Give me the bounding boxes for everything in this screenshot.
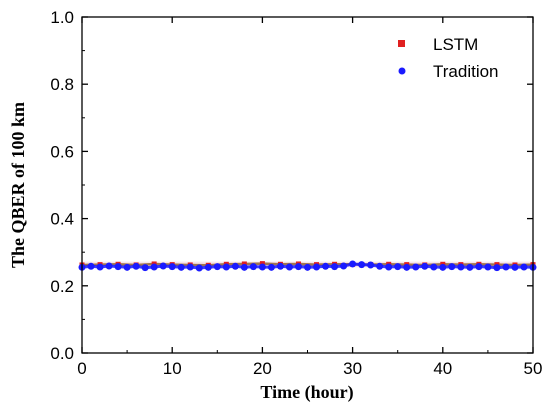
point-tradition: [430, 263, 438, 271]
point-tradition: [331, 263, 339, 271]
x-tick-label: 40: [433, 359, 452, 378]
point-tradition: [231, 262, 239, 270]
y-tick-label: 0.0: [50, 344, 74, 363]
legend-label-tradition: Tradition: [433, 62, 499, 81]
point-tradition: [123, 263, 131, 271]
point-tradition: [457, 263, 465, 271]
series-layer: [78, 260, 537, 272]
point-tradition: [294, 263, 302, 271]
point-tradition: [168, 263, 176, 271]
y-tick-label: 0.6: [50, 142, 74, 161]
point-tradition: [213, 263, 221, 271]
legend-label-lstm: LSTM: [433, 35, 478, 54]
point-tradition: [412, 263, 420, 271]
point-tradition: [394, 263, 402, 271]
point-tradition: [249, 263, 257, 271]
x-tick-label: 30: [343, 359, 362, 378]
y-axis-title: The QBER of 100 km: [8, 102, 28, 268]
point-tradition: [403, 263, 411, 271]
point-tradition: [511, 263, 519, 271]
point-tradition: [484, 263, 492, 271]
point-tradition: [96, 263, 104, 271]
y-tick-label: 1.0: [50, 8, 74, 27]
x-tick-label: 50: [524, 359, 543, 378]
point-tradition: [195, 264, 203, 272]
point-tradition: [87, 262, 95, 270]
point-tradition: [114, 263, 122, 271]
point-tradition: [186, 263, 194, 271]
y-tick-label: 0.8: [50, 75, 74, 94]
point-tradition: [367, 261, 375, 269]
point-tradition: [322, 262, 330, 270]
y-tick-label: 0.2: [50, 277, 74, 296]
x-tick-label: 0: [77, 359, 86, 378]
point-tradition: [105, 262, 113, 270]
point-tradition: [150, 263, 158, 271]
legend-marker-lstm: [398, 40, 405, 47]
point-tradition: [520, 263, 528, 271]
point-tradition: [313, 263, 321, 271]
x-axis-title: Time (hour): [260, 382, 353, 403]
point-tradition: [340, 262, 348, 270]
point-tradition: [466, 263, 474, 271]
point-tradition: [502, 263, 510, 271]
point-tradition: [385, 263, 393, 271]
point-tradition: [276, 262, 284, 270]
ticks-layer: [81, 16, 534, 354]
point-tradition: [240, 263, 248, 271]
point-tradition: [267, 263, 275, 271]
point-tradition: [159, 262, 167, 270]
point-tradition: [222, 263, 230, 271]
point-tradition: [285, 263, 293, 271]
x-tick-label: 20: [253, 359, 272, 378]
x-tick-label: 10: [163, 359, 182, 378]
tick-labels: 0 10 20 30 40 50 0.0 0.2 0.4 0.6 0.8 1.0: [50, 8, 542, 378]
point-tradition: [349, 260, 357, 268]
point-tradition: [258, 263, 266, 271]
point-tradition: [475, 263, 483, 271]
point-tradition: [493, 264, 501, 272]
legend: LSTM Tradition: [398, 35, 499, 81]
point-tradition: [177, 263, 185, 271]
legend-marker-tradition: [398, 67, 406, 75]
point-tradition: [376, 262, 384, 270]
point-tradition: [421, 262, 429, 270]
point-tradition: [132, 262, 140, 270]
point-tradition: [204, 263, 212, 271]
point-tradition: [358, 261, 366, 269]
point-tradition: [439, 263, 447, 271]
point-tradition: [448, 263, 456, 271]
y-tick-label: 0.4: [50, 210, 74, 229]
point-tradition: [304, 263, 311, 271]
point-tradition: [141, 264, 149, 272]
